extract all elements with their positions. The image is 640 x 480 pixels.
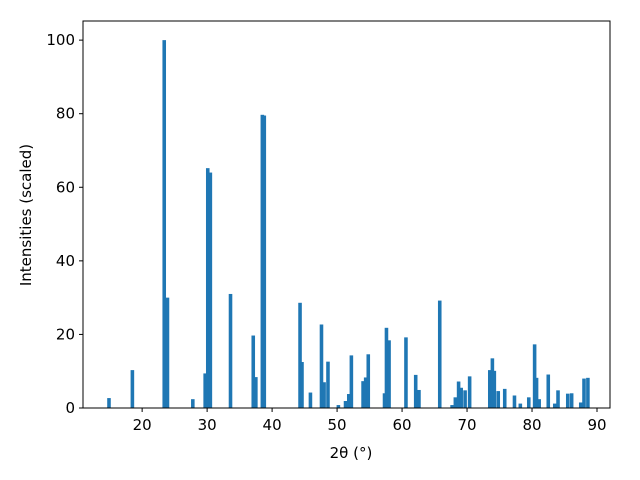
bar: [582, 378, 586, 408]
x-tick-label: 30: [198, 416, 217, 434]
y-tick-label: 20: [56, 325, 75, 343]
y-tick-label: 100: [46, 31, 75, 49]
bar: [417, 389, 421, 408]
bar: [336, 405, 341, 408]
bar: [322, 382, 326, 408]
bar: [254, 377, 258, 408]
bar: [552, 403, 557, 408]
bar: [107, 398, 111, 408]
bar: [387, 340, 391, 408]
bar: [463, 390, 467, 408]
bar: [404, 337, 408, 408]
bar: [532, 344, 537, 408]
bar: [251, 335, 256, 408]
bar: [487, 370, 492, 408]
y-tick-label: 60: [56, 178, 75, 196]
bar: [526, 397, 531, 408]
bar: [437, 300, 442, 408]
bar: [467, 376, 472, 408]
bar: [382, 393, 387, 408]
bar: [319, 324, 324, 408]
bar: [343, 401, 348, 408]
bar: [346, 394, 351, 408]
bar: [308, 392, 313, 408]
bar: [459, 387, 463, 408]
bar: [366, 354, 371, 408]
bar: [492, 370, 497, 408]
bar: [361, 381, 365, 408]
bar: [326, 361, 330, 408]
bar: [578, 402, 583, 408]
bar: [453, 397, 458, 408]
bar: [512, 395, 517, 408]
bar: [502, 388, 507, 408]
bar: [191, 399, 195, 408]
y-tick-label: 40: [56, 252, 75, 270]
bar: [413, 374, 418, 408]
bar: [496, 391, 501, 408]
x-tick-label: 60: [393, 416, 412, 434]
x-axis-label: 2θ (°): [330, 444, 373, 462]
bar: [450, 405, 454, 408]
bar: [162, 40, 167, 409]
bar: [203, 373, 207, 408]
x-tick-label: 70: [457, 416, 476, 434]
bar: [565, 393, 570, 408]
bar: [298, 302, 302, 408]
bar: [384, 327, 389, 408]
x-tick-label: 80: [522, 416, 541, 434]
x-tick-label: 20: [133, 416, 152, 434]
x-tick-label: 50: [328, 416, 347, 434]
bar: [586, 377, 590, 408]
bar: [546, 374, 551, 408]
x-tick-label: 40: [263, 416, 282, 434]
bar: [349, 355, 354, 408]
bar: [262, 115, 267, 408]
bar: [363, 377, 368, 408]
bar: [260, 114, 265, 408]
bar: [456, 381, 461, 408]
bar: [534, 377, 539, 408]
y-tick-label: 80: [56, 105, 75, 123]
bar: [518, 403, 523, 408]
bar: [569, 393, 574, 408]
bar: [490, 358, 495, 408]
x-tick-label: 90: [587, 416, 606, 434]
bar: [300, 362, 304, 408]
bar: [537, 399, 541, 408]
y-tick-label: 0: [65, 399, 75, 417]
y-axis-label: Intensities (scaled): [17, 144, 35, 286]
axes-frame: [82, 20, 611, 409]
bar: [556, 390, 560, 408]
plot-area: [107, 40, 590, 409]
bar: [228, 293, 233, 408]
bar: [130, 370, 135, 408]
bar: [208, 172, 213, 408]
bar: [165, 297, 170, 408]
bar: [205, 168, 210, 408]
